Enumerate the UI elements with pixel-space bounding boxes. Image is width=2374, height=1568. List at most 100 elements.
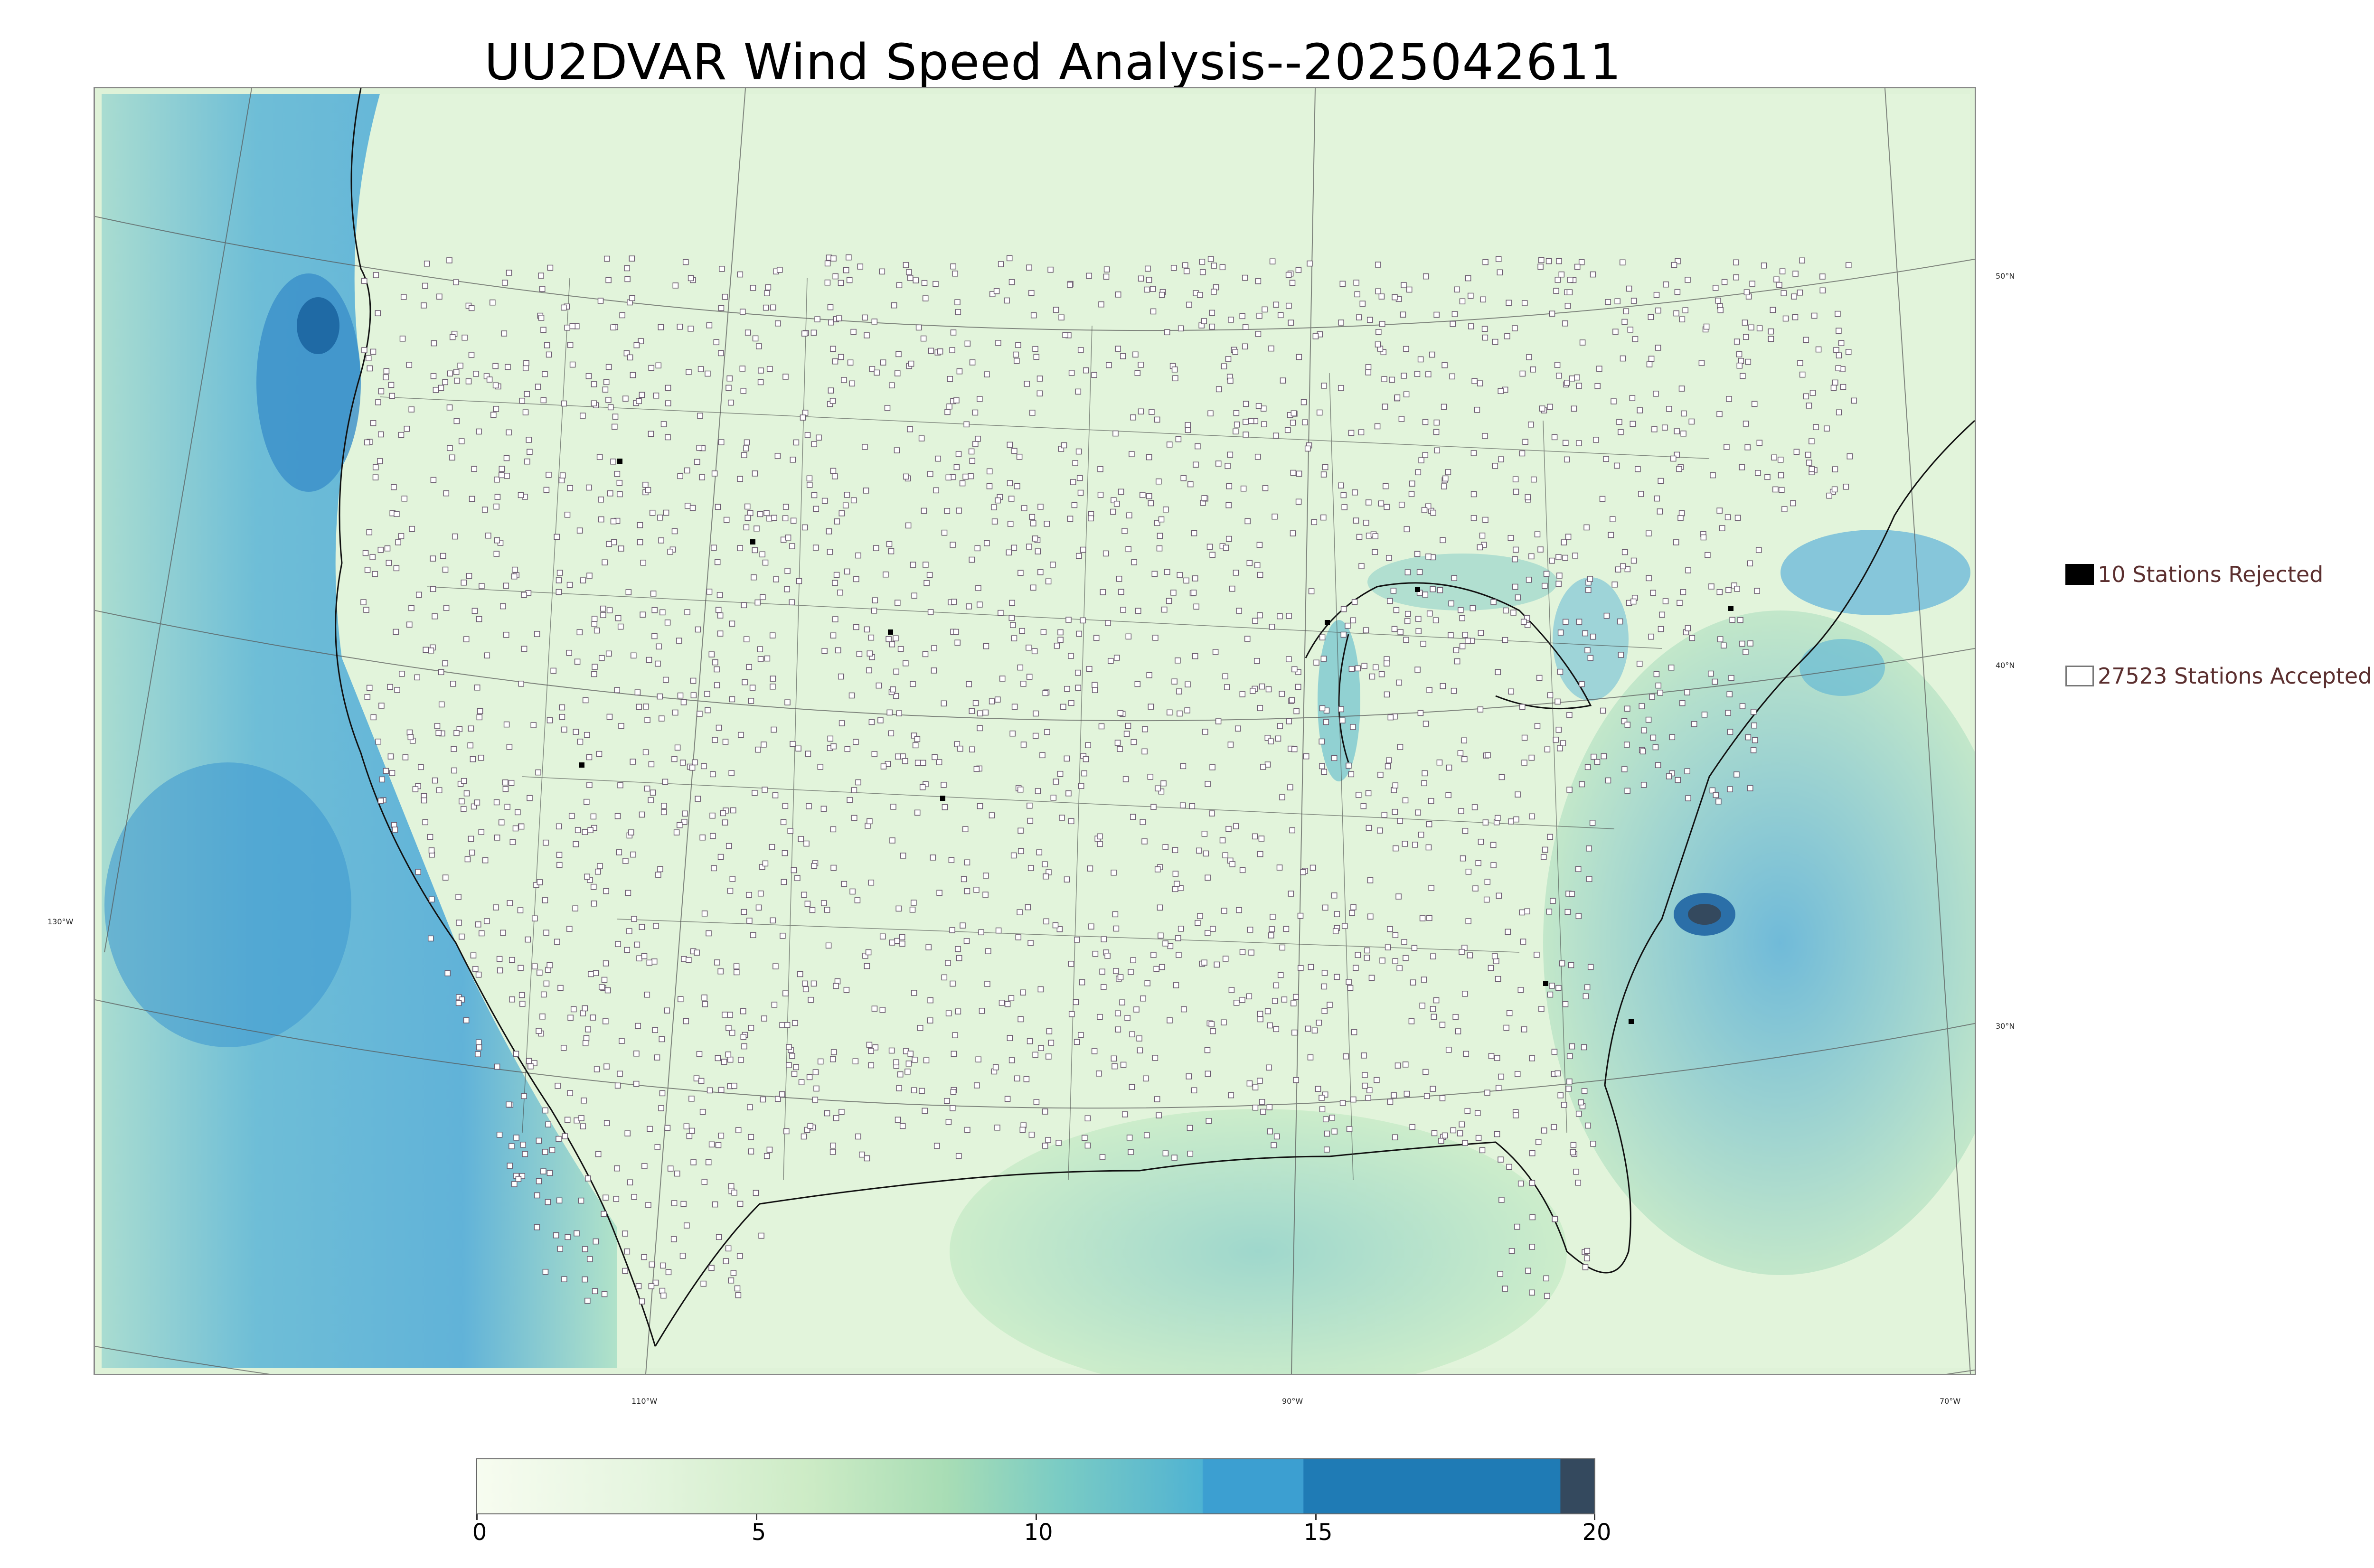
station-accepted (544, 342, 550, 348)
station-accepted (599, 984, 605, 990)
station-accepted (920, 760, 926, 766)
station-accepted (564, 1117, 571, 1123)
station-accepted (1130, 957, 1136, 963)
station-accepted (1575, 913, 1582, 919)
station-accepted (1439, 1095, 1446, 1101)
station-accepted (442, 660, 448, 667)
station-accepted (699, 834, 706, 841)
station-accepted (844, 568, 850, 575)
station-accepted (1666, 773, 1672, 779)
station-accepted (1273, 1133, 1280, 1140)
station-accepted (1319, 1106, 1326, 1112)
station-accepted (1459, 298, 1466, 305)
station-accepted (1338, 319, 1344, 326)
station-accepted (785, 535, 791, 541)
station-accepted (737, 476, 743, 482)
station-accepted (1250, 688, 1256, 694)
station-accepted (744, 515, 751, 521)
station-accepted (1346, 762, 1352, 769)
station-accepted (1185, 422, 1191, 428)
station-accepted (521, 646, 528, 652)
station-accepted (1459, 615, 1465, 621)
station-accepted (436, 293, 443, 300)
station-accepted (659, 1036, 665, 1042)
station-accepted (1752, 737, 1758, 743)
station-accepted (735, 1127, 742, 1133)
station-accepted (821, 498, 828, 504)
station-accepted (1522, 439, 1528, 445)
station-accepted (1716, 507, 1723, 514)
station-accepted (549, 1147, 556, 1153)
station-accepted (729, 876, 736, 882)
station-accepted (1332, 928, 1339, 934)
station-accepted (923, 580, 930, 586)
station-accepted (1341, 923, 1348, 929)
station-accepted (1566, 1078, 1573, 1085)
station-accepted (506, 1101, 512, 1108)
station-accepted (1144, 980, 1150, 986)
station-accepted (905, 1061, 912, 1067)
station-accepted (584, 732, 590, 738)
station-accepted (973, 766, 980, 772)
station-accepted (1013, 351, 1019, 358)
station-accepted (416, 592, 422, 598)
station-accepted (379, 776, 385, 783)
station-accepted (1721, 279, 1728, 285)
station-accepted (830, 632, 837, 638)
station-accepted (521, 1093, 527, 1099)
station-accepted (418, 764, 424, 770)
station-accepted (586, 484, 592, 491)
station-accepted (972, 409, 979, 416)
station-accepted (1157, 904, 1163, 911)
station-accepted (438, 701, 445, 708)
station-accepted (1649, 694, 1655, 700)
station-markers (360, 254, 1857, 1305)
station-accepted (697, 366, 704, 372)
station-accepted (449, 454, 455, 461)
station-accepted (936, 890, 942, 896)
station-accepted (1075, 448, 1082, 455)
station-accepted (391, 484, 397, 490)
station-accepted (1721, 642, 1727, 648)
station-accepted (830, 1049, 837, 1055)
station-accepted (1584, 1248, 1591, 1254)
station-accepted (553, 1232, 559, 1239)
station-accepted (806, 475, 813, 482)
station-accepted (1587, 576, 1593, 582)
station-accepted (518, 965, 524, 971)
station-accepted (688, 326, 694, 332)
station-accepted (1366, 1087, 1373, 1093)
station-accepted (1475, 860, 1481, 866)
station-accepted (1021, 505, 1027, 511)
station-accepted (1383, 483, 1389, 489)
station-accepted (1465, 638, 1471, 644)
station-accepted (559, 472, 566, 479)
station-accepted (644, 991, 650, 998)
station-accepted (726, 375, 733, 382)
station-accepted (1363, 519, 1369, 526)
station-accepted (1459, 1121, 1465, 1127)
station-accepted (1408, 1018, 1415, 1024)
station-accepted (1497, 269, 1503, 276)
station-accepted (1187, 1150, 1194, 1157)
station-accepted (949, 347, 955, 353)
station-accepted (1228, 987, 1235, 993)
station-accepted (1042, 861, 1048, 867)
station-accepted (1031, 648, 1038, 655)
station-accepted (871, 319, 878, 325)
station-accepted (484, 918, 490, 924)
station-accepted (547, 264, 554, 271)
station-accepted (1265, 686, 1272, 693)
station-accepted (1576, 440, 1582, 446)
station-accepted (867, 650, 873, 657)
station-accepted (1088, 515, 1094, 522)
station-accepted (1562, 1001, 1569, 1007)
station-accepted (795, 745, 801, 752)
station-accepted (893, 693, 899, 699)
station-accepted (565, 1234, 571, 1240)
station-accepted (660, 1292, 667, 1299)
station-accepted (1674, 451, 1680, 458)
station-accepted (1717, 636, 1724, 642)
station-accepted (1221, 908, 1227, 914)
station-accepted (1554, 1070, 1561, 1077)
